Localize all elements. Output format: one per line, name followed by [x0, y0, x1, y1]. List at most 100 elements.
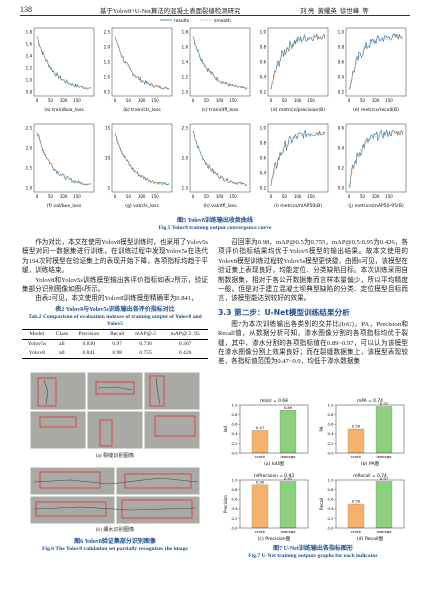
panel-title: mPA = 0.74: [357, 398, 383, 404]
y-tick-label: 0.5: [104, 90, 111, 95]
th: Precision: [78, 331, 100, 338]
value-label: 0.97: [380, 401, 389, 406]
x-tick-label: 150: [151, 98, 159, 103]
curve: [114, 36, 170, 90]
y-tick-label: 0.6: [260, 156, 267, 161]
paragraph: 作为对比，本文在使用Yolov8模型训练时，也采用了Yolov5s模型对同一数据…: [22, 239, 208, 275]
y-tick-label: 1.0: [260, 126, 267, 131]
y-tick-label: 2.0: [26, 146, 33, 151]
y-tick-label: 0.4: [327, 431, 334, 436]
fig5-caption-en: Fig.5 Yolov8 training output convergence…: [158, 225, 272, 231]
td: Yolov5s: [27, 341, 47, 348]
td: 0.426: [178, 350, 192, 357]
y-tick-label: 0.4: [260, 171, 267, 176]
x-tick-label: 100: [294, 194, 302, 199]
bar: [347, 428, 365, 454]
value-label: 0.97: [380, 476, 389, 481]
x-tick-label: 150: [229, 98, 237, 103]
y-tick-label: 10: [105, 156, 111, 161]
table-caption-en: Tab.2 Comparison of evaluation indexes o…: [28, 313, 202, 328]
right-column: 召回率为0.98，mAP@0.5为0.755，mAP@0.5:0.95为0.42…: [218, 238, 408, 367]
panel-title: mRecall = 0.74: [353, 473, 387, 479]
smooth-curve: [192, 131, 248, 185]
th: Class: [55, 331, 68, 338]
y-tick-label: 0.2: [231, 516, 238, 521]
y-tick-label: 2.5: [182, 126, 189, 131]
smooth-curve: [270, 132, 325, 187]
y-tick-label: 1.0: [26, 78, 33, 83]
paragraph: Yolov8和Yolov5s训练模型输出各评价指标如表2所示，验证集部分识别图像…: [22, 276, 208, 294]
y-tick-label: 1.0: [182, 90, 189, 95]
x-tick-label: 50: [282, 194, 288, 199]
y-tick-label: 1.4: [26, 54, 33, 59]
left-column: 作为对比，本文在使用Yolov8模型训练时，也采用了Yolov5s模型对同一数据…: [22, 238, 208, 359]
y-tick-label: 0.8: [327, 487, 334, 492]
x-tick-label: 50: [360, 194, 366, 199]
section-heading: 3.3 第二步：U-Net模型训练结果分析: [218, 307, 350, 317]
y-tick-label: 1.0: [338, 30, 345, 35]
plot-frame: [111, 123, 173, 193]
td: 0.755: [139, 350, 152, 357]
page-number: 138: [20, 5, 32, 14]
x-tick-label: leakage: [281, 529, 297, 534]
y-tick-label: 0.4: [231, 431, 238, 436]
y-tick-label: 0.6: [327, 422, 334, 427]
x-tick-label: 100: [372, 98, 380, 103]
x-tick-label: 100: [138, 194, 146, 199]
x-tick-label: 100: [138, 98, 146, 103]
y-tick-label: 0.6: [338, 126, 345, 131]
y-tick-label: 5: [107, 186, 110, 191]
y-tick-label: 0.0: [327, 450, 334, 455]
x-tick-label: 150: [73, 98, 81, 103]
value-label: 0.50: [352, 499, 361, 504]
y-tick-label: 15: [105, 126, 111, 131]
y-tick-label: 2.5: [26, 126, 33, 131]
smooth-curve: [114, 35, 170, 89]
y-tick-label: 0.6: [231, 497, 238, 502]
panel-title: mPrecision = 0.93: [254, 473, 294, 479]
curve: [36, 36, 92, 90]
plot-frame: [267, 27, 329, 97]
x-tick-label: 50: [126, 194, 132, 199]
y-tick-label: 0.6: [338, 60, 345, 65]
plot-frame: [33, 27, 95, 97]
y-tick-label: 0.8: [231, 412, 238, 417]
y-tick-label: 0.2: [260, 90, 267, 95]
panel-label: (j) metrics/mAP50-95(B): [348, 203, 404, 209]
plot-frame: [345, 123, 407, 193]
x-tick-label: 0: [270, 194, 273, 199]
value-label: 0.47: [256, 425, 265, 430]
x-tick-label: crack: [351, 529, 362, 534]
x-tick-label: 50: [48, 194, 54, 199]
panel-label: (b) train/cls_loss: [123, 107, 161, 113]
y-tick-label: 0.2: [338, 166, 345, 171]
curve: [270, 129, 326, 186]
th: mAP@.5: [135, 331, 157, 338]
y-tick-label: 0.0: [327, 525, 334, 530]
plot-frame: [33, 123, 95, 193]
y-tick-label: 0.2: [260, 186, 267, 191]
x-tick-label: 150: [307, 98, 315, 103]
value-label: 0.90: [256, 479, 265, 484]
figure7: mIoU = 0.68 0.0 0.2 0.4 0.6 0.8 1.0 IoU 0.47 crac…: [223, 398, 405, 542]
panel-label: (a) train/box_loss: [44, 107, 84, 113]
table-caption-cn: 表2 Yolov8与Yolov5s训练输出各评价指标对比: [55, 306, 175, 313]
td: 0.736: [139, 341, 152, 348]
panel-label: (h) val/dfl_loss: [203, 203, 237, 209]
y-tick-label: 1.0: [231, 477, 238, 482]
y-tick-label: 1.5: [26, 166, 33, 171]
bar: [279, 481, 297, 529]
y-tick-label: 2.5: [104, 30, 111, 35]
curve: [192, 130, 248, 186]
x-tick-label: 100: [372, 194, 380, 199]
x-tick-label: 0: [36, 194, 39, 199]
smooth-curve: [348, 132, 403, 187]
plot-frame: [267, 123, 329, 193]
y-tick-label: 1.0: [327, 477, 334, 482]
td: 0.367: [178, 341, 192, 348]
x-tick-label: 50: [48, 98, 54, 103]
figure6-images: [30, 372, 200, 525]
y-tick-label: 1.8: [26, 30, 33, 35]
plot-frame: [239, 479, 309, 529]
x-tick-label: 100: [60, 194, 68, 199]
